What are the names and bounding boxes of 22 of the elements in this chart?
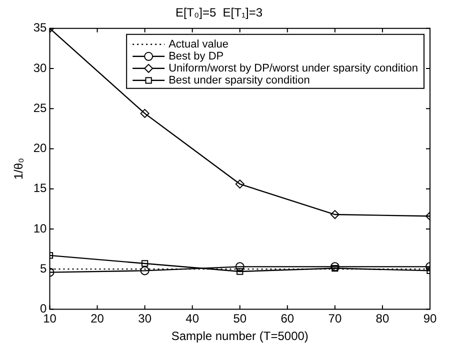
y-tick-label: 20 (33, 141, 48, 156)
x-tick-label: 50 (233, 312, 247, 326)
legend-label: Uniform/worst by DP/worst under sparsity condition (168, 62, 418, 74)
y-tick-label: 30 (33, 60, 48, 75)
legend-label: Actual value (168, 38, 229, 50)
y-tick-label: 5 (40, 261, 48, 276)
legend-label: Best by DP (168, 50, 224, 62)
x-tick-label: 40 (186, 312, 200, 326)
x-tick-label: 70 (328, 312, 342, 326)
x-tick-label: 20 (90, 312, 104, 326)
y-tick-label: 25 (33, 100, 48, 115)
x-tick-label: 30 (138, 312, 152, 326)
x-tick-label: 90 (423, 312, 437, 326)
y-tick-label: 10 (33, 221, 48, 236)
x-tick-label: 80 (376, 312, 390, 326)
y-axis-title: 1/θ₀ (12, 158, 26, 180)
y-tick-label: 15 (33, 181, 48, 196)
x-tick-label: 60 (280, 312, 294, 326)
y-tick-label: 35 (33, 20, 48, 35)
x-axis-title: Sample number (T=5000) (171, 329, 308, 344)
legend-label: Best under sparsity condition (168, 74, 310, 86)
chart-title: E[T₀]=5 E[T₁]=3 (175, 6, 263, 20)
